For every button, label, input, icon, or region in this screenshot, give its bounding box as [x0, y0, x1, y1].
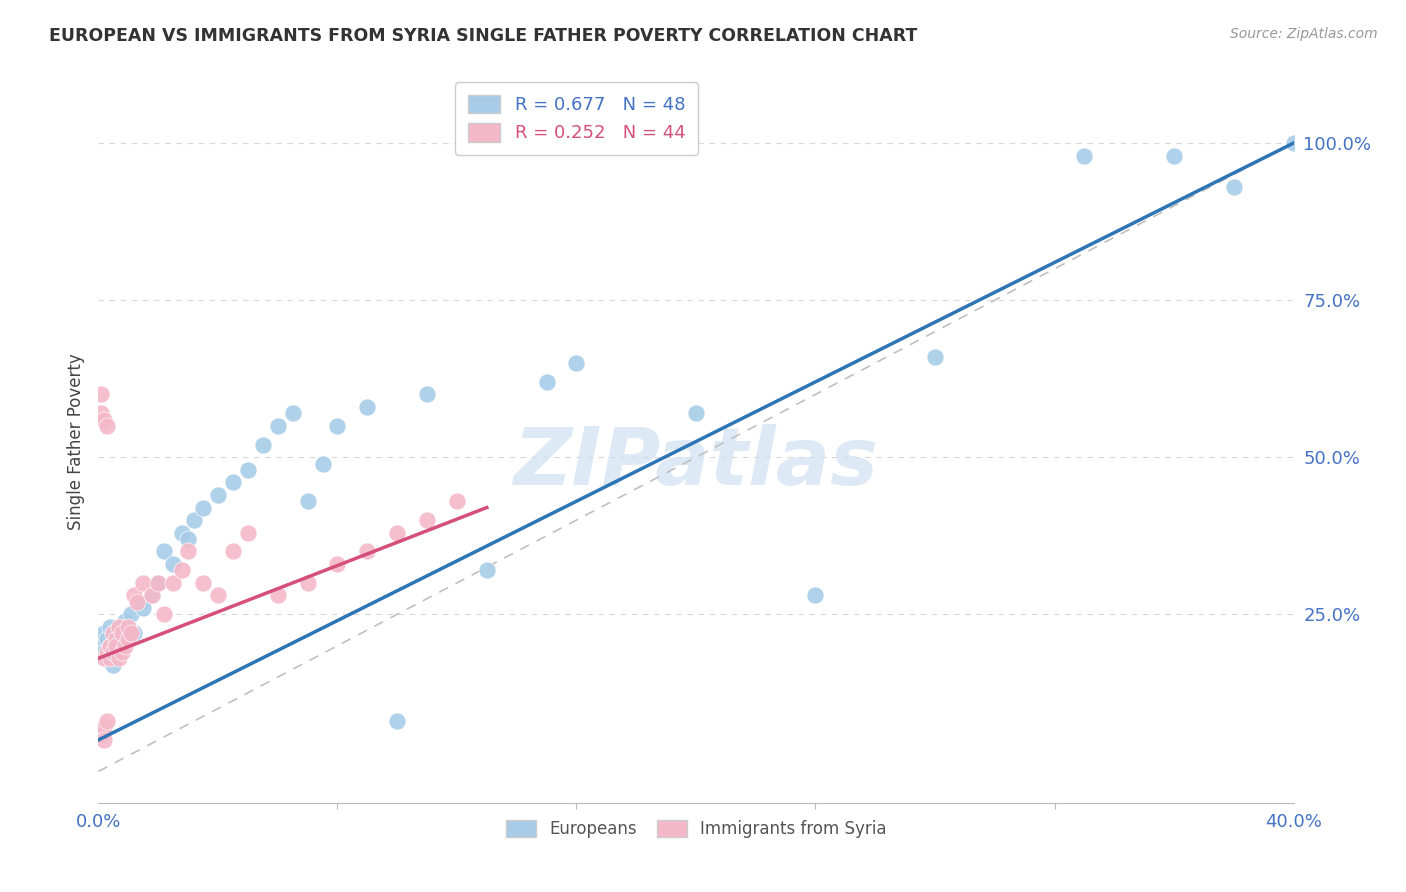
Point	[148, 575, 170, 590]
Point	[267, 418, 290, 433]
Point	[93, 645, 115, 659]
Point	[326, 557, 349, 571]
Point	[93, 651, 115, 665]
Point	[385, 714, 409, 728]
Point	[117, 620, 139, 634]
Legend: Europeans, Immigrants from Syria: Europeans, Immigrants from Syria	[499, 814, 893, 845]
Y-axis label: Single Father Poverty: Single Father Poverty	[66, 353, 84, 530]
Point	[98, 620, 122, 634]
Point	[120, 626, 142, 640]
Point	[90, 639, 112, 653]
Point	[924, 350, 946, 364]
Point	[1282, 136, 1305, 150]
Point	[1163, 149, 1185, 163]
Point	[385, 525, 409, 540]
Point	[153, 607, 176, 622]
Point	[446, 494, 468, 508]
Point	[416, 387, 439, 401]
Text: EUROPEAN VS IMMIGRANTS FROM SYRIA SINGLE FATHER POVERTY CORRELATION CHART: EUROPEAN VS IMMIGRANTS FROM SYRIA SINGLE…	[49, 27, 918, 45]
Point	[111, 639, 134, 653]
Point	[297, 494, 319, 508]
Point	[114, 614, 136, 628]
Point	[536, 375, 558, 389]
Point	[117, 620, 139, 634]
Point	[172, 563, 194, 577]
Point	[96, 418, 118, 433]
Point	[356, 544, 378, 558]
Point	[93, 412, 115, 426]
Point	[162, 575, 184, 590]
Point	[297, 575, 319, 590]
Point	[108, 651, 131, 665]
Point	[120, 607, 142, 622]
Point	[108, 620, 131, 634]
Point	[252, 438, 274, 452]
Point	[207, 589, 229, 603]
Point	[96, 651, 118, 665]
Point	[326, 418, 349, 433]
Point	[90, 727, 112, 741]
Point	[124, 626, 146, 640]
Point	[1223, 180, 1246, 194]
Point	[172, 525, 194, 540]
Point	[475, 563, 498, 577]
Point	[177, 532, 200, 546]
Point	[90, 387, 112, 401]
Point	[105, 645, 128, 659]
Point	[111, 645, 134, 659]
Point	[416, 513, 439, 527]
Point	[1073, 149, 1095, 163]
Point	[153, 544, 176, 558]
Point	[96, 645, 118, 659]
Point	[148, 575, 170, 590]
Point	[356, 400, 378, 414]
Point	[141, 589, 163, 603]
Point	[114, 639, 136, 653]
Point	[191, 500, 214, 515]
Point	[222, 544, 245, 558]
Point	[90, 406, 112, 420]
Point	[685, 406, 707, 420]
Point	[141, 589, 163, 603]
Point	[98, 639, 122, 653]
Point	[127, 595, 149, 609]
Point	[103, 657, 125, 672]
Point	[93, 733, 115, 747]
Point	[281, 406, 304, 420]
Point	[103, 626, 125, 640]
Point	[177, 544, 200, 558]
Point	[108, 632, 131, 647]
Point	[103, 626, 125, 640]
Point	[105, 639, 128, 653]
Point	[132, 601, 155, 615]
Text: ZIPatlas: ZIPatlas	[513, 425, 879, 502]
Point	[132, 575, 155, 590]
Point	[117, 632, 139, 647]
Point	[162, 557, 184, 571]
Point	[222, 475, 245, 490]
Point	[96, 714, 118, 728]
Point	[129, 595, 152, 609]
Point	[311, 457, 333, 471]
Text: Source: ZipAtlas.com: Source: ZipAtlas.com	[1230, 27, 1378, 41]
Point	[565, 356, 588, 370]
Point	[236, 525, 259, 540]
Point	[93, 720, 115, 734]
Point	[191, 575, 214, 590]
Point	[105, 632, 128, 647]
Point	[103, 645, 125, 659]
Point	[183, 513, 205, 527]
Point	[207, 488, 229, 502]
Point	[124, 589, 146, 603]
Point	[93, 626, 115, 640]
Point	[804, 589, 827, 603]
Point	[111, 626, 134, 640]
Point	[236, 463, 259, 477]
Point	[98, 639, 122, 653]
Point	[96, 632, 118, 647]
Point	[267, 589, 290, 603]
Point	[98, 651, 122, 665]
